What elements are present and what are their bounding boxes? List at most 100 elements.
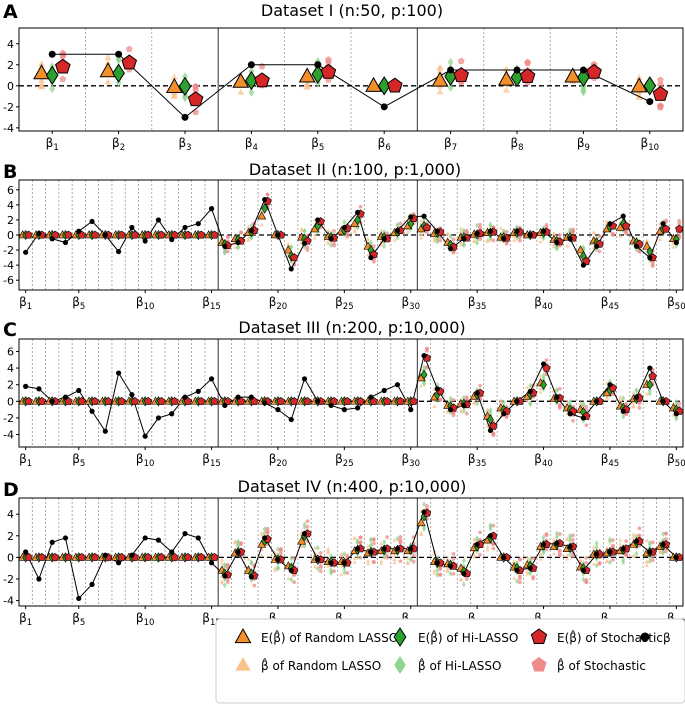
random-lasso-estimate (525, 571, 530, 576)
x-tick-label: β9 (577, 136, 590, 153)
y-tick-label: 0 (7, 80, 14, 93)
stochastic-mean (183, 230, 193, 239)
beta-point (461, 571, 467, 577)
stochastic-mean (170, 553, 179, 561)
x-tick-label: β15 (202, 295, 221, 312)
legend-label: E(β̂) of Hi-LASSO (418, 629, 518, 645)
hi-lasso-estimate (447, 83, 454, 93)
beta-point (49, 539, 55, 545)
random-lasso-mean (257, 211, 267, 220)
x-tick-label: β1 (19, 611, 32, 628)
random-lasso-estimate (259, 552, 264, 557)
stochastic-mean (157, 230, 166, 239)
stochastic-estimate (544, 222, 549, 227)
stochastic-estimate (345, 570, 350, 575)
beta-point (247, 61, 255, 69)
stochastic-mean (329, 396, 339, 405)
beta-point (620, 546, 626, 552)
stochastic-estimate (398, 221, 403, 226)
stochastic-mean (37, 553, 46, 561)
random-lasso-estimate (326, 550, 331, 555)
random-lasso-estimate (436, 64, 444, 71)
random-lasso-estimate (405, 216, 410, 221)
random-lasso-estimate (312, 564, 317, 569)
y-tick-label: -2 (3, 573, 14, 586)
stochastic-estimate (597, 560, 602, 565)
random-lasso-estimate (312, 232, 317, 237)
beta-point (208, 560, 215, 566)
beta-point (580, 262, 587, 268)
stochastic-estimate (59, 51, 67, 59)
legend: E(β̂) of Random LASSO E(β̂) of Hi-LASSO E(… (215, 618, 685, 704)
beta-point (315, 556, 321, 563)
stochastic-estimate (517, 574, 523, 578)
beta-point (381, 546, 387, 552)
x-tick-label: β20 (269, 295, 288, 312)
stochastic-estimate (557, 405, 562, 410)
random-lasso-estimate (237, 88, 245, 95)
beta-point (262, 196, 268, 203)
y-tick-label: 4 (7, 38, 14, 51)
beta-point (328, 402, 334, 409)
hi-lasso-estimate (488, 522, 493, 529)
beta-point (540, 361, 547, 367)
random-lasso-estimate (219, 557, 225, 562)
beta-line (52, 53, 651, 119)
random-lasso-mean (99, 62, 117, 78)
stochastic-estimate (385, 553, 390, 558)
beta-point (368, 549, 374, 555)
beta-point (647, 549, 653, 555)
stochastic-estimate (624, 231, 629, 236)
random-lasso-estimate (326, 228, 331, 232)
beta-point (76, 387, 82, 394)
hi-lasso-estimate (329, 553, 334, 560)
beta-point (594, 398, 600, 404)
random-lasso-estimate (365, 558, 371, 563)
random-lasso-estimate (259, 532, 264, 537)
random-lasso-estimate (445, 568, 450, 573)
hi-lasso-estimate (461, 557, 466, 564)
hi-lasso-estimate (608, 559, 612, 566)
beta-point (368, 394, 374, 400)
y-tick-label: 4 (7, 199, 14, 212)
x-tick-label: β8 (510, 136, 523, 153)
random-lasso-estimate (551, 244, 557, 249)
random-lasso-estimate (246, 238, 251, 242)
beta-point (262, 400, 268, 406)
random-lasso-estimate (419, 383, 424, 388)
x-tick-label: β35 (468, 452, 487, 469)
hi-lasso-estimate (368, 536, 373, 543)
stochastic-estimate (451, 551, 456, 556)
beta-point (288, 266, 294, 272)
stochastic-mean (117, 396, 126, 405)
hi-lasso-estimate (594, 562, 599, 569)
beta-point (355, 546, 361, 552)
stochastic-mean (422, 223, 432, 231)
beta-point (448, 245, 454, 252)
x-tick-label: β1 (19, 452, 32, 469)
stochastic-estimate (570, 418, 576, 423)
random-lasso-estimate (565, 399, 570, 404)
panel-A: A Dataset I (n:50, p:100) -4 -2 0 2 4 β1 β2 β3 β4 β… (3, 1, 684, 153)
stochastic-estimate (637, 526, 642, 531)
random-lasso-estimate (170, 92, 178, 99)
random-lasso-estimate (104, 53, 112, 60)
stochastic-estimate (305, 245, 310, 250)
hi-lasso-estimate (501, 228, 506, 235)
beta-point (501, 554, 507, 561)
hi-lasso-estimate (528, 382, 533, 389)
random-lasso-estimate (538, 557, 543, 561)
hi-lasso-mean (540, 379, 547, 390)
random-lasso-estimate (551, 231, 557, 236)
hi-lasso-estimate (435, 236, 440, 243)
stochastic-estimate (411, 559, 416, 564)
stochastic-mean (37, 396, 46, 405)
stochastic-estimate (278, 551, 283, 556)
stochastic-estimate (517, 557, 523, 562)
stochastic-estimate (477, 552, 483, 557)
random-lasso-mean (564, 67, 582, 83)
stochastic-mean (50, 553, 60, 561)
random-lasso-estimate (485, 408, 490, 413)
stochastic-mean (157, 553, 166, 561)
stochastic-mean (254, 72, 270, 88)
